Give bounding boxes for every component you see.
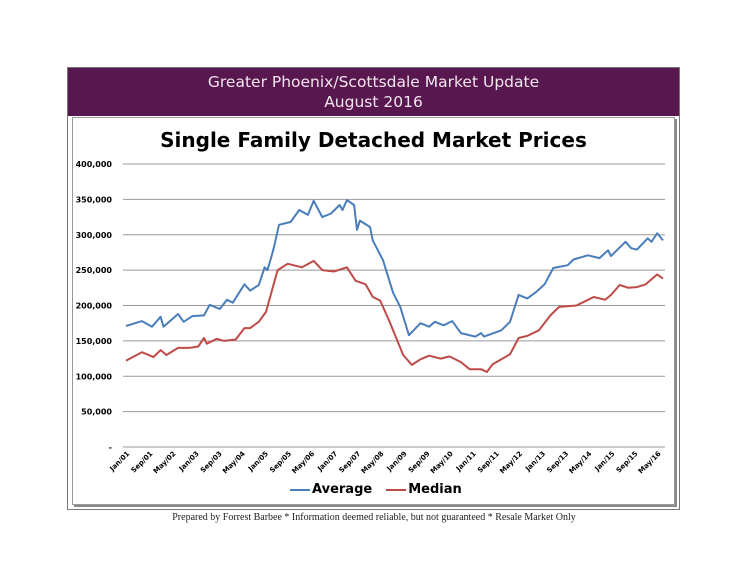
x-tick-label: Sep/03 [199,450,224,475]
x-tick-label: Jan/15 [593,450,617,474]
legend-item-average: Average [290,482,372,497]
x-tick-label: Jan/01 [108,450,132,474]
x-tick-label: Sep/11 [476,450,501,475]
y-tick-label: 100,000 [76,372,113,381]
x-tick-label: Sep/15 [615,450,640,475]
x-tick-label: Jan/03 [177,450,201,474]
x-tick-label: Jan/13 [523,450,547,474]
x-tick-label: May/06 [290,450,316,476]
series-line-average [125,199,664,338]
y-tick-label: 250,000 [76,266,113,275]
legend-item-median: Median [386,482,462,497]
y-tick-label: 150,000 [76,337,113,346]
y-tick-label: - [109,443,112,452]
legend-label-median: Median [408,482,462,497]
y-tick-label: 350,000 [76,195,113,204]
legend-label-average: Average [312,482,373,497]
legend-swatch-average [290,488,310,491]
header-title: Greater Phoenix/Scottsdale Market Update [207,73,540,91]
x-tick-label: May/10 [429,450,455,476]
x-tick-label: Jan/11 [454,450,478,474]
header-banner: Greater Phoenix/Scottsdale Market Update… [68,68,679,116]
chart-legend: Average Median [290,482,462,497]
x-tick-label: May/02 [152,450,178,476]
x-tick-label: May/14 [568,450,594,476]
footer-disclaimer: Prepared by Forrest Barbee * Information… [172,512,576,523]
series-line-median [125,259,664,373]
chart-panel [72,117,675,505]
x-tick-label: May/12 [498,450,524,476]
x-tick-label: May/04 [221,450,247,476]
y-tick-label: 200,000 [76,302,113,311]
x-tick-label: Sep/09 [407,450,432,475]
x-tick-label: Sep/13 [545,450,570,475]
chart-title: Single Family Detached Market Prices [160,128,587,152]
y-tick-label: 300,000 [76,231,113,240]
x-tick-label: Sep/05 [268,450,293,475]
x-tick-label: Jan/09 [385,450,409,474]
x-tick-label: Sep/01 [130,450,155,475]
header-date: August 2016 [324,93,423,111]
x-tick-label: Sep/07 [338,450,363,475]
y-tick-label: 50,000 [81,408,112,417]
x-tick-label: Jan/05 [246,450,270,474]
legend-swatch-median [386,488,407,491]
x-tick-label: May/16 [637,450,663,476]
x-tick-label: May/08 [360,450,386,476]
x-tick-label: Jan/07 [316,450,340,474]
page-frame [67,67,680,510]
y-tick-label: 400,000 [76,160,113,169]
